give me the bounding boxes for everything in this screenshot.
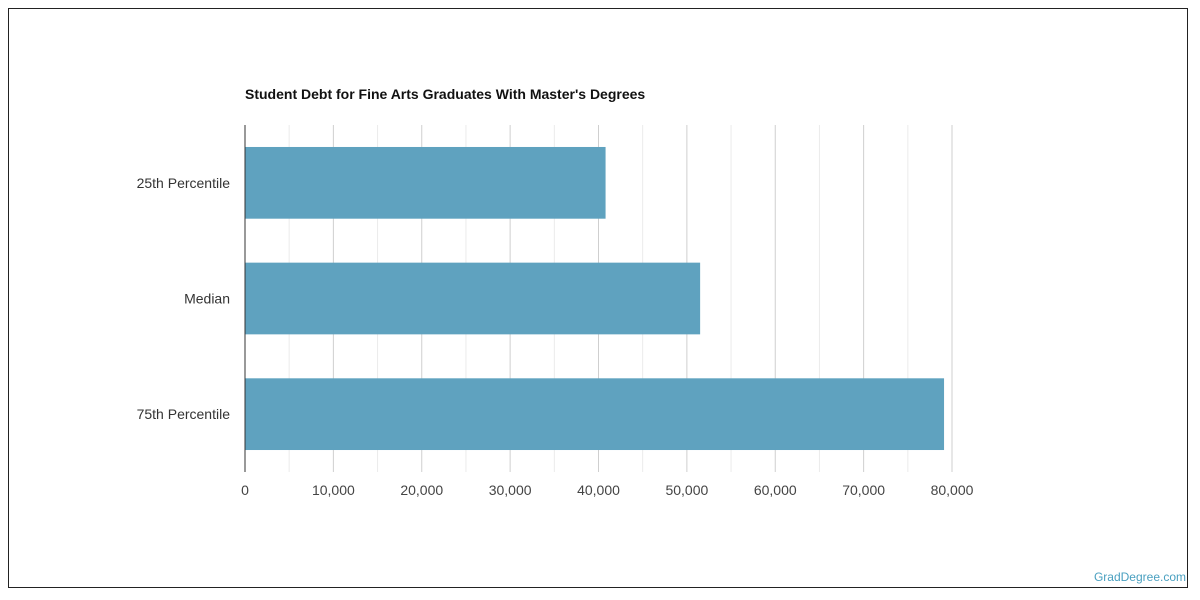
bar[interactable] xyxy=(245,262,701,335)
x-tick-label: 50,000 xyxy=(665,482,708,498)
category-label: 25th Percentile xyxy=(137,175,231,191)
category-label: 75th Percentile xyxy=(137,406,231,422)
chart-title: Student Debt for Fine Arts Graduates Wit… xyxy=(245,86,646,102)
x-tick-label: 10,000 xyxy=(312,482,355,498)
x-tick-label: 20,000 xyxy=(400,482,443,498)
x-tick-label: 30,000 xyxy=(489,482,532,498)
x-tick-label: 80,000 xyxy=(931,482,974,498)
labels: 25th Percentile Median 75th Percentile 0 10,… xyxy=(137,175,974,498)
bars xyxy=(245,146,945,451)
bar[interactable] xyxy=(245,378,945,451)
watermark[interactable]: GradDegree.com xyxy=(1093,570,1186,584)
category-label: Median xyxy=(184,291,230,307)
x-tick-label: 40,000 xyxy=(577,482,620,498)
x-tick-label: 60,000 xyxy=(754,482,797,498)
x-tick-label: 0 xyxy=(241,482,249,498)
bar[interactable] xyxy=(245,146,606,219)
x-tick-label: 70,000 xyxy=(842,482,885,498)
